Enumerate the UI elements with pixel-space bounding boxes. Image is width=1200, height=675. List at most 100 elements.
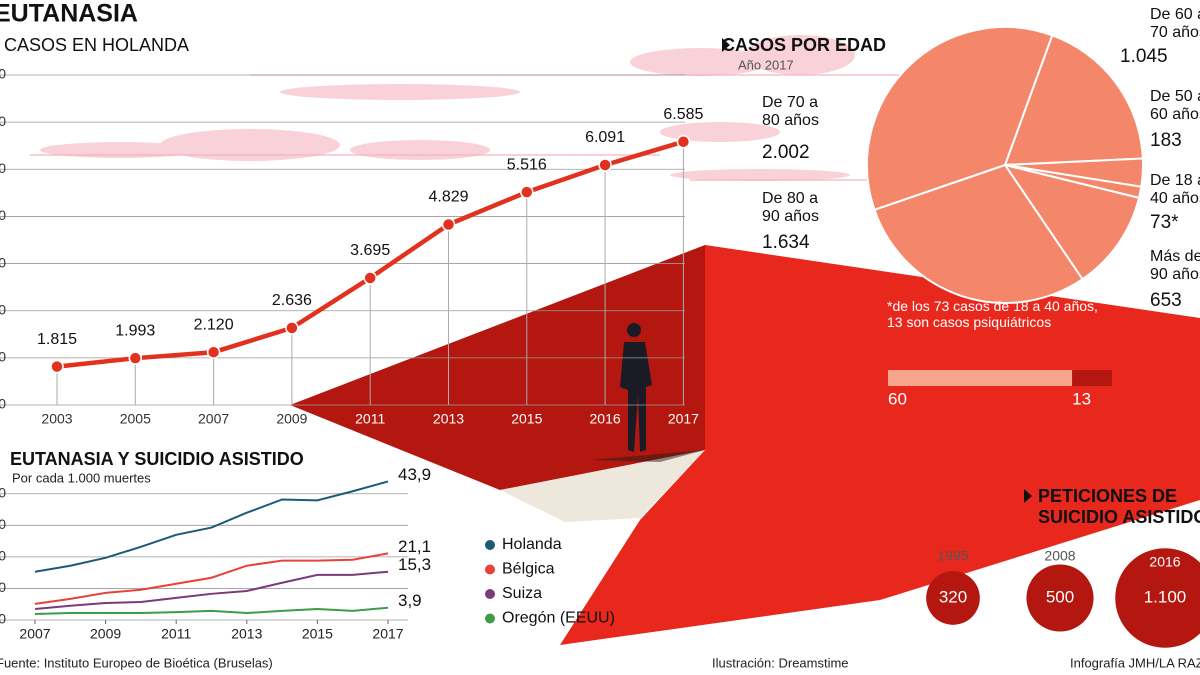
bubble-value-label: 1.100 [1144,587,1187,606]
x-tick-label: 2009 [90,626,121,642]
point [363,271,377,285]
x-tick-label: 2007 [19,626,50,642]
pie-label: De 50 a 60 años [1150,88,1200,124]
x-tick-label: 2013 [433,411,464,427]
point [50,359,64,374]
y-tick-label: 2.000 [0,349,6,365]
footer-source: Fuente: Instituto Europeo de Bioética (B… [0,655,273,670]
pie-slice [866,26,1054,212]
value-label: 1.993 [115,322,155,339]
chart-title: CASOS POR EDAD [722,35,886,55]
point [598,158,612,172]
x-tick-label: 2003 [41,411,72,427]
end-label: 43,9 [398,465,431,484]
point [441,217,456,232]
footer-illustration: Ilustración: Dreamstime [712,655,849,670]
value-label: 3.695 [350,242,390,259]
x-tick-label: 2013 [231,626,262,642]
bubble [926,571,980,625]
value-label: 4.829 [428,189,468,206]
y-tick-label: 5.000 [0,207,6,223]
point [285,321,299,335]
bubble-value-label: 320 [939,587,967,606]
value-label: 13 [1072,389,1091,408]
bubble [1026,564,1094,632]
chart-title: CASOS EN HOLANDA [4,35,189,55]
bar-segment [1072,370,1112,386]
bubble-value-label: 500 [1046,587,1074,606]
legend-swatch [485,613,495,624]
background-illustration [30,35,1200,645]
x-tick-label: 2017 [668,411,699,427]
x-tick-label: 2015 [511,411,542,427]
x-tick-label: 2011 [355,411,385,427]
chart-subtitle: Por cada 1.000 muertes [12,470,151,485]
pie-label: De 18 a 40 años [1150,172,1200,208]
y-tick-label: 8.000 [0,66,6,82]
pie-label: De 60 a 70 años [1150,6,1200,42]
pie-slice [1003,34,1144,167]
footer-credit: Infografía JMH/LA RAZÓN [1070,655,1200,670]
x-tick-label: 2016 [590,411,621,427]
y-tick-label: 3.000 [0,301,6,317]
legend-label: Oregón (EEUU) [502,610,615,627]
x-tick-label: 2007 [198,411,229,427]
bar-segment [888,370,1073,386]
bubble-category-label: 2016 [1149,554,1180,570]
value-label: 2.120 [194,316,234,333]
bubble-category-label: 2008 [1044,548,1075,564]
bubble-category-label: 1995 [937,548,968,564]
end-label: 21,1 [398,537,431,556]
series-line [34,606,389,616]
pie-value-label: 1.634 [762,232,810,253]
series-line [34,480,389,573]
y-tick-label: 7.000 [0,113,6,129]
pie-label: Más de 90 años [1150,248,1200,284]
value-label: 60 [888,389,907,408]
pie-value-label: 1.045 [1120,46,1168,67]
pie-value-label: 2.002 [762,142,810,163]
x-tick-label: 2009 [276,411,307,427]
x-tick-label: 2011 [161,626,191,642]
y-tick-label: 4.000 [0,254,6,270]
y-tick-label: 10 [0,579,6,595]
legend-label: Holanda [502,536,562,553]
chart-note: *de los 73 casos de 18 a 40 años, 13 son… [887,298,1098,331]
pie-value-label: 73* [1150,212,1179,233]
x-tick-label: 2017 [372,626,403,642]
point [128,351,143,365]
legend-swatch [485,589,495,599]
value-label: 5.516 [507,156,547,173]
legend-label: Bélgica [502,561,555,578]
y-tick-label: 6.000 [0,160,6,176]
chart-title: EUTANASIA Y SUICIDIO ASISTIDO [10,449,304,469]
series-line [34,570,389,610]
bubble [1115,548,1200,648]
end-label: 15,3 [398,555,431,574]
title-marker [1024,489,1032,503]
pie-label: De 80 a 90 años [762,190,819,226]
pie-value-label: 653 [1150,290,1182,311]
pie-label: De 70 a 80 años [762,94,819,130]
x-tick-label: 2005 [120,411,151,427]
legend-swatch [485,540,495,550]
y-tick-label: 30 [0,516,6,532]
end-label: 3,9 [398,591,422,610]
y-tick-label: 20 [0,548,6,564]
point [676,134,691,149]
page-title: EUTANASIA [0,0,138,28]
value-label: 6.585 [663,106,703,123]
y-tick-label: 40 [0,484,6,500]
pie-slice [873,163,1084,304]
title-marker [722,38,730,52]
value-label: 2.636 [272,292,312,309]
point [206,345,221,359]
point [520,185,534,199]
x-tick-label: 2015 [302,626,333,642]
pie-slice [1002,163,1141,281]
value-label: 1.815 [37,331,77,348]
series-line [34,552,389,605]
y-tick-label: 0 [0,611,6,627]
chart-subtitle: Año 2017 [738,57,794,72]
